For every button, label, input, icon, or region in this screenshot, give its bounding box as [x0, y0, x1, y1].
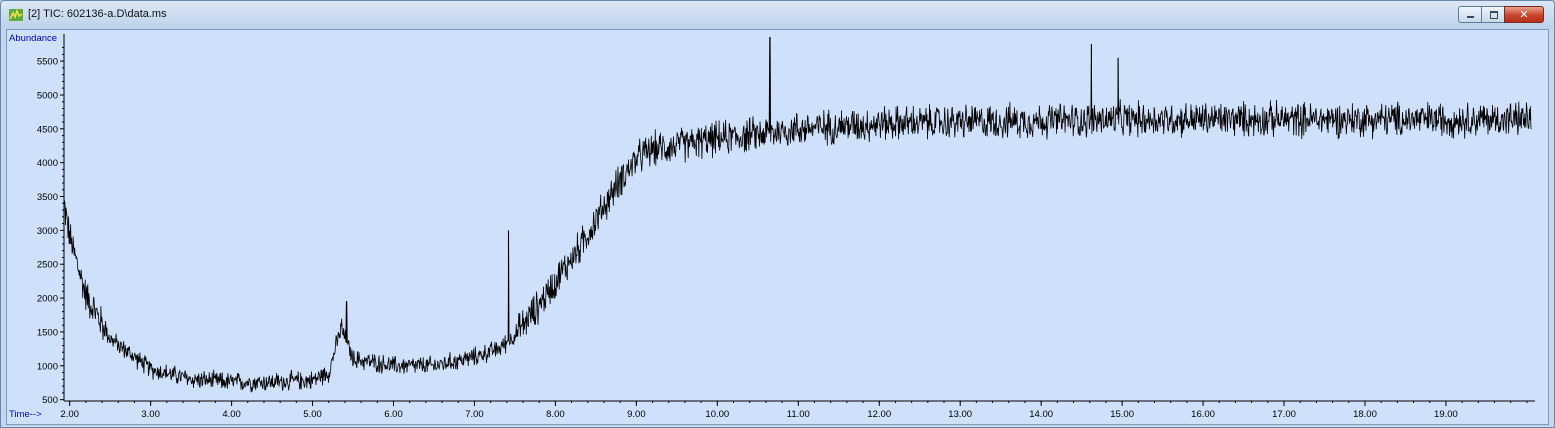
y-tick-label: 2000 — [37, 294, 58, 305]
minimize-icon — [1467, 16, 1474, 18]
y-tick-label: 2500 — [37, 260, 58, 271]
x-tick-label: 15.00 — [1110, 409, 1134, 420]
x-tick-label: 16.00 — [1191, 409, 1215, 420]
y-axis-title: Abundance — [9, 33, 57, 44]
x-tick-label: 12.00 — [867, 409, 891, 420]
y-tick-label: 4000 — [37, 158, 58, 169]
tic-chart[interactable]: 500 1000 1500 2000 2500 3000 3500 4000 4500 5000 5… — [7, 30, 1548, 424]
x-tick-label: 6.00 — [384, 409, 403, 420]
window-controls: ✕ — [1458, 6, 1544, 24]
x-tick-label: 14.00 — [1029, 409, 1053, 420]
minimize-button[interactable] — [1458, 6, 1482, 23]
x-tick-label: 3.00 — [141, 409, 160, 420]
maximize-icon — [1490, 11, 1498, 19]
x-tick-label: 11.00 — [787, 409, 810, 420]
x-tick-label: 8.00 — [546, 409, 565, 420]
x-tick-label: 4.00 — [222, 409, 241, 420]
close-icon: ✕ — [1519, 8, 1529, 21]
x-tick-label: 18.00 — [1353, 409, 1377, 420]
tic-trace-line — [63, 37, 1532, 393]
x-tick-label: 5.00 — [303, 409, 322, 420]
y-tick-label: 1000 — [37, 361, 58, 372]
y-tick-label: 4500 — [37, 124, 58, 135]
x-axis-title: Time--> — [9, 409, 42, 420]
y-tick-label: 3500 — [37, 192, 58, 203]
maximize-button[interactable] — [1481, 6, 1505, 23]
x-tick-label: 17.00 — [1272, 409, 1296, 420]
x-tick-label: 9.00 — [627, 409, 646, 420]
y-tick-label: 1500 — [37, 327, 58, 338]
x-tick-label: 19.00 — [1434, 409, 1458, 420]
x-tick-label: 2.00 — [60, 409, 79, 420]
window-title: [2] TIC: 602136-a.D\data.ms — [28, 8, 167, 20]
y-tick-label: 3000 — [37, 226, 58, 237]
plot-area[interactable]: 500 1000 1500 2000 2500 3000 3500 4000 4500 5000 5… — [6, 29, 1549, 425]
title-bar[interactable]: [2] TIC: 602136-a.D\data.ms ✕ — [1, 1, 1554, 29]
x-tick-label: 7.00 — [465, 409, 484, 420]
close-button[interactable]: ✕ — [1504, 6, 1544, 23]
y-tick-label: 5500 — [37, 57, 58, 68]
x-tick-label: 10.00 — [705, 409, 729, 420]
y-tick-label: 5000 — [37, 90, 58, 101]
y-tick-label: 500 — [42, 395, 58, 406]
chromatogram-app-icon[interactable] — [8, 7, 24, 23]
x-tick-label: 13.00 — [948, 409, 972, 420]
